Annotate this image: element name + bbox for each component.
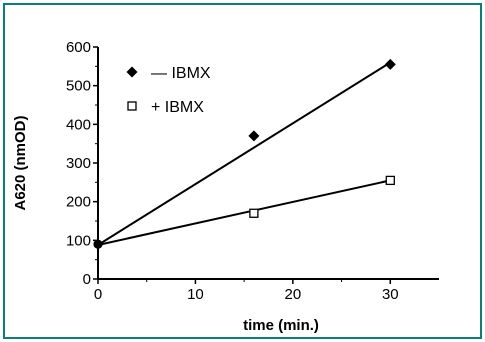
legend-label-1: — IBMX xyxy=(151,65,211,82)
axes: 0 100 200 300 400 500 600 0 10 20 30 xyxy=(66,39,439,303)
x-tick-label: 0 xyxy=(94,286,102,303)
fit-line-1 xyxy=(97,61,391,246)
data-point-series-1 xyxy=(248,130,260,142)
legend-label-2: + IBMX xyxy=(151,99,204,116)
y-tick-label: 500 xyxy=(66,78,91,95)
x-tick-label: 30 xyxy=(382,286,399,303)
data-markers xyxy=(93,58,396,249)
data-point-series-1 xyxy=(384,58,396,70)
fit-lines xyxy=(97,61,391,246)
y-tick-label: 0 xyxy=(83,271,91,288)
legend-marker-2 xyxy=(127,101,137,111)
fit-line-2 xyxy=(97,179,391,246)
data-point-series-2 xyxy=(385,175,395,186)
y-axis-title: A620 (nmOD) xyxy=(12,115,29,210)
data-point-series-2 xyxy=(93,239,103,249)
data-point-series-2 xyxy=(249,208,259,218)
y-tick-label: 400 xyxy=(66,116,91,133)
x-tick-label: 20 xyxy=(285,286,302,303)
x-axis-title: time (min.) xyxy=(243,317,319,334)
legend: — IBMX + IBMX xyxy=(126,65,211,116)
y-tick-label: 600 xyxy=(66,39,91,56)
y-tick-label: 100 xyxy=(66,232,91,249)
x-tick-label: 10 xyxy=(187,286,204,303)
y-tick-label: 200 xyxy=(66,194,91,211)
legend-marker-1 xyxy=(126,66,138,78)
chart-frame: 0 100 200 300 400 500 600 0 10 20 30 — IBMX + IBMX … xyxy=(3,3,482,339)
y-tick-label: 300 xyxy=(66,155,91,172)
